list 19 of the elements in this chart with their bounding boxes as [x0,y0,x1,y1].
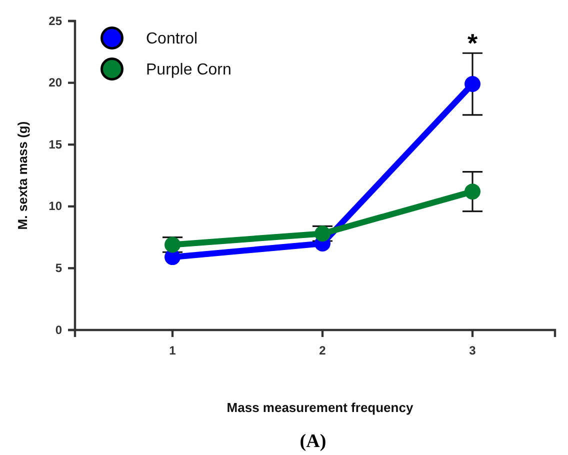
text: (A) [300,431,326,452]
point [314,226,330,242]
y-axis-title: M. sexta mass (g) [15,121,30,230]
annotation: * [467,28,478,58]
point [464,184,480,200]
x-axis-title: Mass measurement frequency [226,400,414,415]
x-tick-label: 1 [169,344,176,358]
legend-label: Purple Corn [146,62,232,79]
x-tick-label: 2 [319,344,326,358]
y-tick-label: 10 [48,199,62,214]
y-tick-label: 25 [48,14,62,28]
legend-label: Control [146,30,198,48]
x-tick-label: 3 [469,344,476,358]
y-tick-label: 0 [55,322,62,337]
y-tick-label: 15 [48,137,62,152]
y-tick-label: 5 [55,261,62,276]
y-tick-label: 20 [48,76,62,90]
point [164,236,180,253]
point [464,76,480,92]
